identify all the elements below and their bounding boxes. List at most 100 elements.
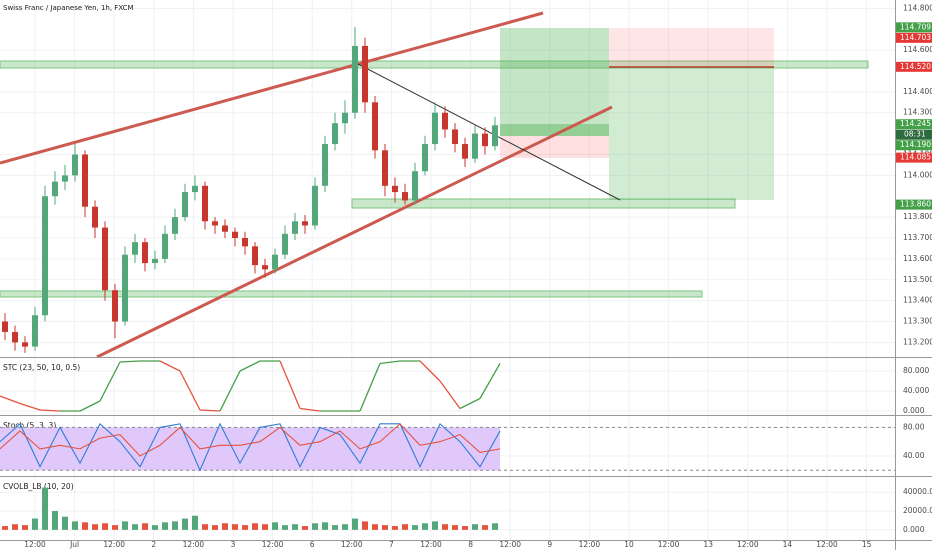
candle-body [182,192,188,218]
candle-body [142,242,148,264]
candle-body [22,342,28,347]
volume-bar [32,518,38,530]
stc-segment [279,360,301,409]
candle-body [12,331,18,343]
y-tick-label: 113.700 [903,233,932,242]
volume-bar [402,524,408,530]
time-label: 12:00 [341,540,363,549]
trend-line [357,63,621,201]
y-tick-label: 40000.000 [903,487,932,496]
volume-bar [172,521,178,530]
candle-body [92,206,98,228]
candle-body [422,144,428,172]
volume-bar [372,524,378,530]
stoch-line [0,423,501,457]
time-label: 12:00 [24,540,46,549]
y-tick-label: 113.600 [903,254,932,263]
price-tag [896,32,932,43]
volume-bar [72,521,78,530]
trend-line [96,105,613,359]
candle-body [232,231,238,238]
candle-body [322,144,328,186]
y-tick-label: 113.500 [903,275,932,284]
drawings [0,11,869,359]
y-tick-label: 20000.000 [903,506,932,515]
volume-bar [292,524,298,530]
candle-body [102,227,108,291]
y-tick-label: 80.00 [903,422,925,431]
volume-bar [332,525,338,530]
volume-bar [152,525,158,530]
y-tick-label: 113.300 [903,317,932,326]
time-label: 9 [547,540,552,549]
price-tag [896,119,932,130]
candle-body [452,129,458,145]
stc-segment [359,363,381,412]
candle-body [302,221,308,226]
time-label: 2 [151,540,156,549]
volume-bar [102,523,108,530]
candle-body [472,133,478,159]
candle-body [172,217,178,234]
volume-bar [312,523,318,530]
candle-body [132,242,138,255]
candle-body [282,233,288,255]
price-tag-label: 114.709 [900,22,931,31]
zone [0,60,869,69]
price-tag-label: 114.085 [900,153,931,162]
time-label: 12:00 [420,540,442,549]
volume-bar [22,525,28,530]
price-tag [896,140,932,151]
y-tick-label: 114.300 [903,108,932,117]
candle-body [482,133,488,147]
candle-body [442,112,448,130]
candle-body [122,254,128,322]
candle-body [372,102,378,151]
volume-bar [362,521,368,530]
candle-body [272,254,278,270]
candle-body [412,171,418,201]
volume-bar [242,525,248,530]
stc-segment [159,360,181,372]
time-label: 12:00 [499,540,521,549]
volume-bar [252,523,258,530]
y-tick-label: 113.800 [903,212,932,221]
time-label: 6 [310,540,315,549]
volume-bar [162,522,168,530]
stc-segment [19,402,41,411]
candle-body [432,112,438,145]
candle-body [312,185,318,226]
stc-segment [119,360,141,363]
stoch-line [0,422,501,472]
candle-body [462,144,468,159]
time-label: 3 [231,540,236,549]
stc-segment [479,363,501,399]
y-tick-label: 80.000 [903,366,929,375]
stc-segment [299,407,321,412]
zone [351,198,736,209]
candle-body [112,290,118,322]
chart-title: Swiss Franc / Japanese Yen, 1h, FXCM [3,4,134,12]
volume-bar [12,524,18,530]
y-tick-label: 113.200 [903,337,932,346]
y-tick-label: 114.600 [903,45,932,54]
long-profit [500,28,609,124]
volume-bar [382,525,388,530]
volume-bar [422,523,428,530]
volume-bar [452,525,458,530]
volume-bar [92,524,98,530]
countdown: 08:31 [904,130,926,139]
short-profit [609,67,774,200]
candle-body [382,150,388,186]
volume-bar [182,518,188,530]
volume-bar [62,516,68,530]
price-tag-label: 114.703 [900,33,931,42]
candle-body [52,181,58,197]
stc-segment [179,370,201,411]
volume-bar [132,524,138,530]
time-label: 15 [862,540,872,549]
volume-bar [322,522,328,530]
pane-title: Stoch (5, 3, 3) [3,421,56,430]
stc-segment [459,397,481,410]
time-label: 13 [703,540,713,549]
